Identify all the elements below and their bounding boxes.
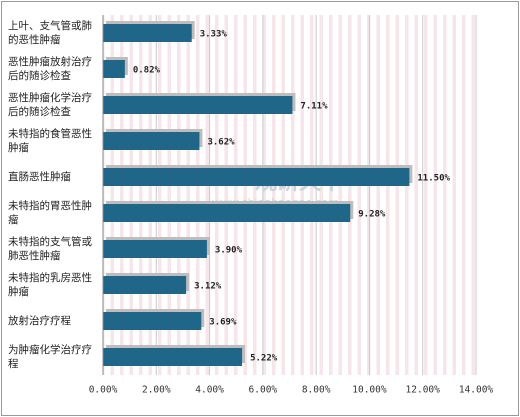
bar — [103, 276, 187, 294]
y-tick-label: 直肠恶性肿瘤 — [8, 171, 71, 183]
value-label: 5.22% — [250, 354, 278, 364]
x-tick-label: 10.00% — [352, 385, 387, 396]
x-tick-label: 8.00% — [302, 385, 331, 396]
x-tick-label: 14.00% — [459, 385, 494, 396]
value-label: 3.12% — [194, 282, 222, 292]
bar — [103, 312, 202, 330]
bar — [103, 60, 125, 78]
y-tick-label: 未特指的支气管或肺恶性肿瘤 — [8, 236, 92, 262]
y-tick-label: 未特指的食管恶性肿瘤 — [8, 128, 92, 154]
y-tick-label: 未特指的乳房恶性肿瘤 — [8, 272, 92, 298]
bar — [103, 96, 293, 114]
value-label: 3.62% — [207, 138, 235, 148]
bar — [103, 204, 351, 222]
bar — [103, 132, 200, 150]
value-label: 7.11% — [300, 102, 328, 112]
bar — [103, 348, 243, 366]
value-label: 11.50% — [417, 174, 450, 184]
bar — [103, 168, 410, 186]
y-tick-label: 为肿瘤化学治疗疗程 — [8, 344, 92, 370]
bar — [103, 24, 192, 42]
value-label: 3.33% — [200, 30, 228, 40]
x-tick-label: 4.00% — [195, 385, 224, 396]
y-tick-label: 放射治疗疗程 — [8, 315, 71, 327]
value-label: 0.82% — [133, 66, 161, 76]
x-tick-label: 6.00% — [249, 385, 278, 396]
y-tick-label: 上叶、支气管或肺的恶性肿瘤 — [8, 20, 92, 46]
x-tick-label: 12.00% — [406, 385, 441, 396]
y-tick-label: 未特指的胃恶性肿瘤 — [8, 200, 92, 226]
x-tick-label: 0.00% — [89, 385, 118, 396]
value-label: 3.69% — [209, 318, 237, 328]
y-tick-label: 恶性肿瘤化学治疗后的随诊检查 — [8, 92, 92, 118]
bar — [103, 240, 207, 258]
y-tick-label: 恶性肿瘤放射治疗后的随诊检查 — [8, 56, 92, 82]
value-label: 9.28% — [358, 210, 386, 220]
value-label: 3.90% — [215, 246, 243, 256]
x-tick-label: 2.00% — [142, 385, 171, 396]
